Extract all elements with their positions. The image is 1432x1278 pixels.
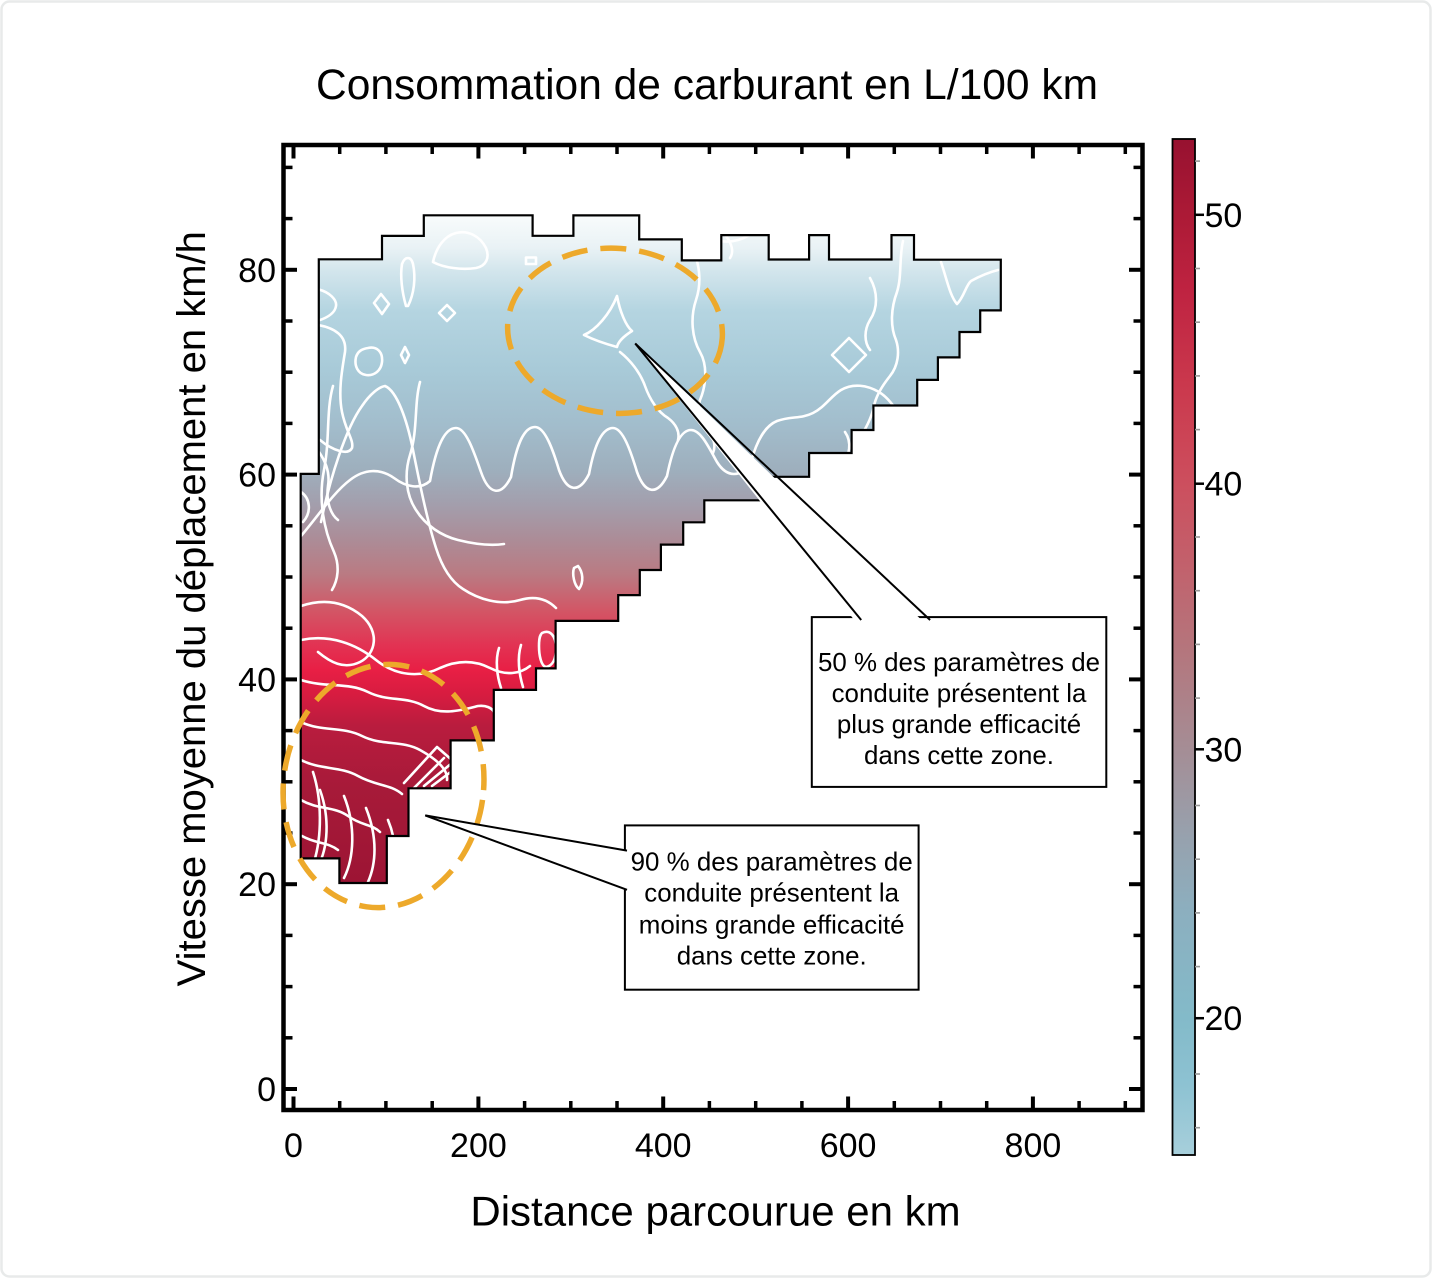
svg-text:moins grande efficacité: moins grande efficacité — [639, 911, 905, 939]
svg-text:80: 80 — [238, 252, 276, 290]
svg-text:400: 400 — [635, 1127, 692, 1165]
svg-text:0: 0 — [284, 1127, 303, 1165]
svg-text:Vitesse moyenne du déplacement: Vitesse moyenne du déplacement en km/h — [170, 231, 214, 986]
svg-text:dans cette zone.: dans cette zone. — [677, 942, 867, 970]
svg-text:40: 40 — [1205, 466, 1243, 504]
svg-text:0: 0 — [257, 1071, 276, 1109]
svg-text:plus grande efficacité: plus grande efficacité — [837, 711, 1081, 739]
svg-text:conduite présentent la: conduite présentent la — [832, 680, 1087, 708]
svg-text:Consommation de carburant en L: Consommation de carburant en L/100 km — [316, 62, 1098, 109]
svg-text:40: 40 — [238, 661, 276, 699]
svg-text:60: 60 — [238, 457, 276, 495]
svg-text:Distance parcourue en km: Distance parcourue en km — [470, 1188, 960, 1235]
svg-text:90 % des paramètres de: 90 % des paramètres de — [631, 849, 913, 877]
svg-text:20: 20 — [1205, 1000, 1243, 1038]
svg-text:50: 50 — [1205, 197, 1243, 235]
svg-text:800: 800 — [1005, 1127, 1062, 1165]
svg-text:600: 600 — [820, 1127, 877, 1165]
svg-text:30: 30 — [1205, 731, 1243, 769]
svg-text:50 % des paramètres de: 50 % des paramètres de — [818, 649, 1100, 677]
svg-text:20: 20 — [238, 866, 276, 904]
svg-text:conduite présentent la: conduite présentent la — [644, 879, 899, 907]
svg-text:200: 200 — [450, 1127, 507, 1165]
svg-text:dans cette zone.: dans cette zone. — [864, 742, 1054, 770]
